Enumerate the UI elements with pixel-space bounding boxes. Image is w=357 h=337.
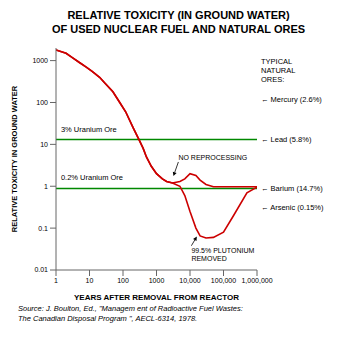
svg-text:0.2% Uranium Ore: 0.2% Uranium Ore — [61, 173, 123, 182]
svg-text:10: 10 — [86, 277, 94, 284]
svg-text:1: 1 — [44, 183, 48, 190]
svg-text:0.1: 0.1 — [38, 225, 48, 232]
svg-text:100: 100 — [36, 99, 48, 106]
svg-text:TYPICALNATURALORES:: TYPICALNATURALORES: — [261, 57, 295, 84]
html-text:Source: J. Boulton, Ed., "Mana: Source: J. Boulton, Ed., "Managem ent of… — [18, 304, 243, 313]
svg-text:10,000: 10,000 — [179, 277, 201, 284]
svg-text:1000: 1000 — [32, 57, 48, 64]
svg-text:10: 10 — [40, 141, 48, 148]
svg-text:← Barium (14.7%): ← Barium (14.7%) — [261, 184, 323, 193]
svg-text:3% Uranium Ore: 3% Uranium Ore — [61, 125, 117, 134]
html-text:The Canadian Disposal Program: The Canadian Disposal Program ", AECL-63… — [18, 314, 198, 323]
svg-text:1,000,000: 1,000,000 — [241, 277, 272, 284]
svg-text:RELATIVE TOXICITY IN GROUND WA: RELATIVE TOXICITY IN GROUND WATER — [10, 85, 19, 232]
svg-text:← Arsenic (0.15%): ← Arsenic (0.15%) — [261, 203, 324, 212]
svg-text:1000: 1000 — [149, 277, 165, 284]
svg-text:YEARS AFTER REMOVAL FROM REACT: YEARS AFTER REMOVAL FROM REACTOR — [74, 293, 239, 300]
svg-text:0.01: 0.01 — [34, 266, 48, 273]
svg-text:99.5% PLUTONIUMREMOVED: 99.5% PLUTONIUMREMOVED — [191, 247, 254, 262]
svg-text:100: 100 — [117, 277, 129, 284]
svg-text:NO REPROCESSING: NO REPROCESSING — [178, 154, 247, 161]
svg-text:100,000: 100,000 — [211, 277, 236, 284]
svg-text:← Lead (5.8%): ← Lead (5.8%) — [261, 135, 312, 144]
svg-text:← Mercury (2.6%): ← Mercury (2.6%) — [261, 95, 322, 104]
svg-text:1: 1 — [54, 277, 58, 284]
html-text:RELATIVE TOXICITY (IN GROUND W: RELATIVE TOXICITY (IN GROUND WATER) OF U… — [51, 9, 306, 35]
